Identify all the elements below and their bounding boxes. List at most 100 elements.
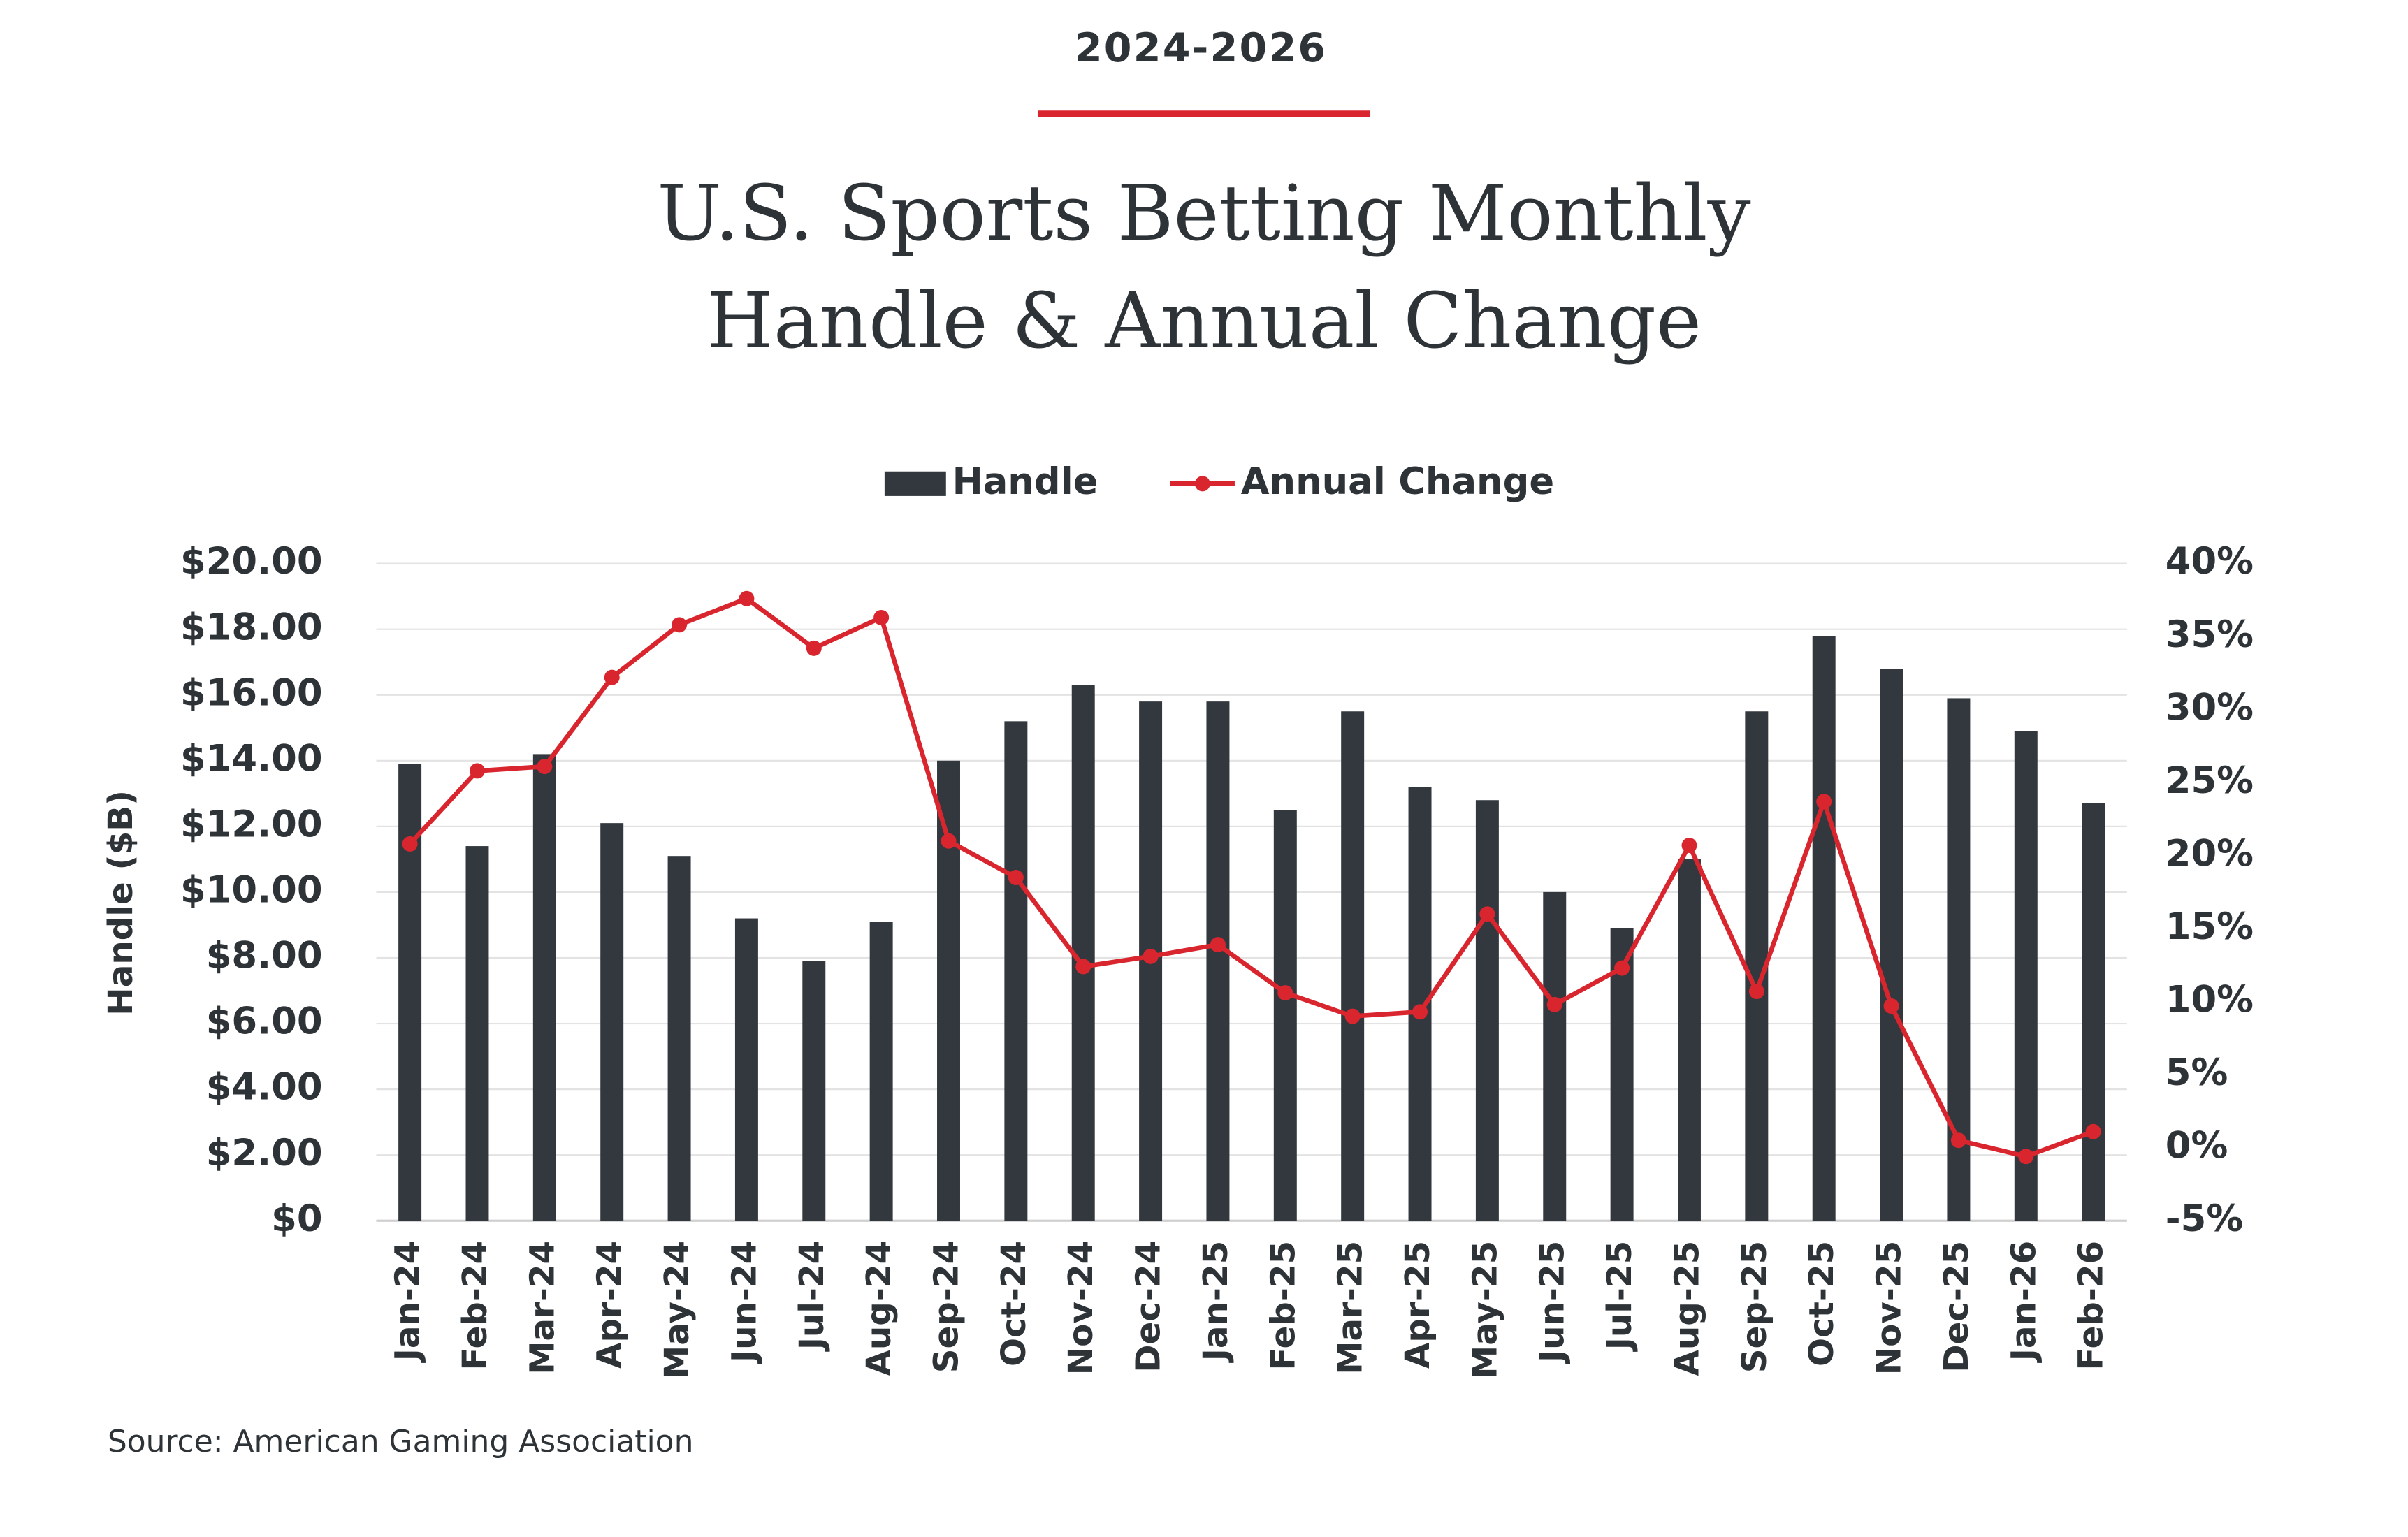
line-point xyxy=(806,640,822,656)
legend-swatch xyxy=(1194,476,1210,492)
x-tick-label: Mar-24 xyxy=(523,1241,562,1375)
y-axis-label: Handle ($B) xyxy=(101,790,140,1016)
line-point xyxy=(1412,1004,1428,1020)
bar xyxy=(1812,636,1836,1221)
bar xyxy=(1880,669,1903,1221)
bar xyxy=(802,961,826,1221)
x-tick-label: Oct-25 xyxy=(1802,1241,1841,1367)
x-tick-label: May-24 xyxy=(658,1241,697,1379)
x-tick-label: Feb-25 xyxy=(1263,1241,1303,1371)
x-tick-label: Jul-25 xyxy=(1600,1241,1639,1352)
y-tick-label: $4.00 xyxy=(206,1066,323,1109)
line-point xyxy=(1816,794,1832,810)
bar xyxy=(1273,810,1297,1221)
y2-tick-label: 30% xyxy=(2166,686,2254,729)
bar xyxy=(734,918,758,1221)
line-point xyxy=(1143,948,1159,964)
y-tick-label: $10.00 xyxy=(180,869,322,912)
x-tick-label: Oct-24 xyxy=(994,1241,1033,1367)
line-point xyxy=(1748,984,1764,1000)
y-tick-label: $20.00 xyxy=(180,540,322,583)
bar xyxy=(2014,731,2038,1221)
y2-tick-label: 0% xyxy=(2166,1124,2228,1167)
line-point xyxy=(1950,1132,1966,1149)
line-point xyxy=(739,590,755,606)
x-tick-label: Nov-24 xyxy=(1061,1241,1101,1375)
y-tick-label: $2.00 xyxy=(206,1132,323,1174)
bar xyxy=(869,922,893,1221)
chart-title: U.S. Sports Betting Monthly xyxy=(657,168,1750,258)
line-point xyxy=(1344,1008,1361,1024)
x-tick-label: Aug-24 xyxy=(860,1241,899,1376)
x-tick-label: Nov-25 xyxy=(1870,1241,1909,1375)
line-point xyxy=(1681,838,1697,854)
line-point xyxy=(1479,906,1495,922)
bar xyxy=(1004,721,1028,1221)
line-point xyxy=(1008,870,1024,886)
x-tick-label: May-25 xyxy=(1465,1241,1504,1379)
y-tick-label: $0 xyxy=(271,1197,322,1240)
x-tick-label: Feb-24 xyxy=(456,1241,495,1371)
bar xyxy=(1206,701,1230,1221)
bar xyxy=(1543,891,1567,1221)
x-tick-label: Jan-25 xyxy=(1196,1241,1235,1363)
y2-tick-label: 10% xyxy=(2166,978,2254,1021)
y2-tick-label: 5% xyxy=(2166,1051,2228,1094)
x-tick-label: Aug-25 xyxy=(1667,1241,1706,1376)
line-point xyxy=(604,669,620,685)
line-point xyxy=(1277,985,1293,1001)
bar xyxy=(937,760,960,1221)
y2-tick-label: 40% xyxy=(2166,540,2254,583)
bar xyxy=(2082,803,2105,1221)
y2-tick-label: 20% xyxy=(2166,832,2254,875)
x-tick-label: Sep-24 xyxy=(927,1241,966,1373)
x-tick-label: Jan-24 xyxy=(389,1241,428,1363)
legend-label: Handle xyxy=(952,460,1098,503)
bar xyxy=(600,823,624,1221)
x-tick-label: Jul-24 xyxy=(792,1241,832,1352)
x-tick-label: Jun-25 xyxy=(1533,1241,1572,1364)
subtitle: 2024-2026 xyxy=(1075,25,1327,71)
x-tick-label: Jan-26 xyxy=(2004,1241,2043,1363)
bar xyxy=(1341,711,1365,1221)
y-tick-label: $8.00 xyxy=(206,935,323,977)
x-tick-label: Jun-24 xyxy=(725,1241,764,1364)
line-point xyxy=(537,759,553,775)
x-tick-label: Sep-25 xyxy=(1735,1241,1774,1374)
bar xyxy=(667,856,691,1221)
legend-swatch xyxy=(884,471,946,496)
bar xyxy=(465,846,489,1221)
y2-tick-label: 25% xyxy=(2166,759,2254,802)
line-point xyxy=(402,836,418,852)
y2-tick-label: -5% xyxy=(2166,1197,2243,1240)
x-tick-label: Apr-25 xyxy=(1398,1241,1437,1369)
y-tick-label: $12.00 xyxy=(180,803,322,845)
legend-label: Annual Change xyxy=(1241,460,1554,503)
y-tick-label: $14.00 xyxy=(180,737,322,780)
line-point xyxy=(1210,937,1226,953)
x-tick-label: Feb-26 xyxy=(2072,1241,2111,1371)
line-point xyxy=(1546,996,1562,1012)
line-point xyxy=(672,617,688,633)
line-point xyxy=(469,763,485,779)
y2-tick-label: 15% xyxy=(2166,905,2254,948)
y-tick-label: $6.00 xyxy=(206,1000,323,1043)
line-point xyxy=(873,609,890,625)
line-point xyxy=(1075,959,1091,975)
bar xyxy=(1677,859,1701,1221)
line-point xyxy=(2085,1123,2101,1139)
line xyxy=(408,596,2094,1159)
bar xyxy=(1475,800,1499,1221)
x-tick-label: Dec-24 xyxy=(1129,1241,1168,1373)
chart-title: Handle & Annual Change xyxy=(706,276,1702,365)
y2-tick-label: 35% xyxy=(2166,613,2254,656)
y-tick-label: $16.00 xyxy=(180,671,322,714)
bar xyxy=(532,754,556,1221)
source: Source: American Gaming Association xyxy=(108,1424,694,1459)
x-tick-label: Apr-24 xyxy=(590,1241,630,1369)
x-tick-label: Dec-25 xyxy=(1937,1241,1976,1373)
line-point xyxy=(941,833,957,849)
line-point xyxy=(2018,1149,2034,1165)
